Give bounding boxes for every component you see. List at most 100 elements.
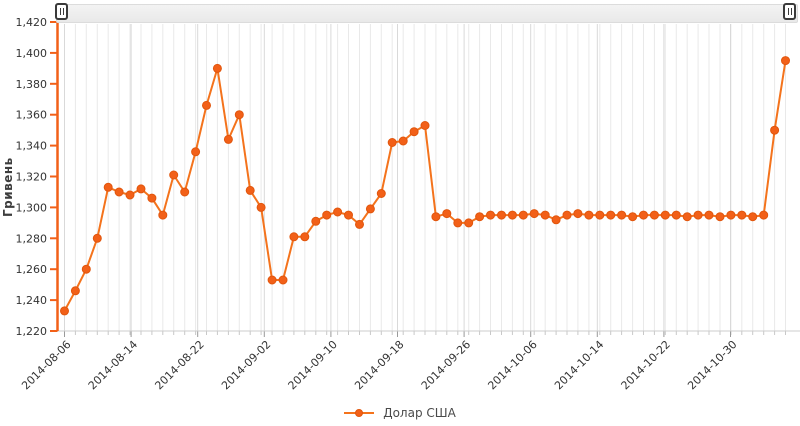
data-point[interactable] [180, 187, 190, 197]
x-tick-label: 2014-09-10 [286, 338, 340, 392]
data-point[interactable] [475, 212, 485, 222]
data-point[interactable] [278, 275, 288, 285]
data-point[interactable] [781, 56, 790, 66]
data-point[interactable] [595, 210, 605, 220]
data-point[interactable] [617, 210, 627, 220]
legend-item[interactable]: Долар США [0, 402, 800, 424]
data-point[interactable] [486, 210, 495, 220]
y-tick-label: 1,320 [16, 171, 48, 184]
x-tick-label: 2014-10-14 [552, 338, 606, 392]
data-point[interactable] [169, 170, 179, 180]
data-point[interactable] [748, 212, 758, 222]
data-point[interactable] [245, 185, 255, 195]
data-point[interactable] [518, 210, 528, 220]
y-tick-label: 1,220 [16, 325, 48, 338]
y-tick-label: 1,260 [16, 263, 48, 276]
y-tick-label: 1,280 [16, 232, 48, 245]
data-point[interactable] [114, 187, 124, 197]
data-point[interactable] [562, 210, 572, 220]
y-tick-label: 1,420 [16, 16, 48, 29]
data-point[interactable] [464, 218, 474, 228]
data-point[interactable] [584, 210, 594, 220]
data-point[interactable] [147, 193, 157, 203]
plot-area: 2014-08-06 2014-08-14 2014-08-22 2014-09-02… [16, 16, 800, 392]
data-point[interactable] [639, 210, 648, 220]
data-point[interactable] [344, 210, 353, 220]
data-point[interactable] [365, 204, 375, 214]
data-point[interactable] [420, 121, 430, 130]
data-point[interactable] [355, 219, 364, 229]
data-point[interactable] [409, 127, 419, 137]
data-point[interactable] [442, 209, 452, 219]
x-tick-label: 2014-09-18 [352, 338, 406, 392]
data-point[interactable] [267, 275, 277, 285]
data-point[interactable] [81, 264, 91, 274]
data-point[interactable] [136, 184, 146, 194]
data-point[interactable] [671, 210, 681, 220]
x-tick-label: 2014-09-26 [419, 338, 473, 392]
data-point[interactable] [223, 134, 233, 144]
y-tick-label: 1,240 [16, 294, 48, 307]
x-tick-label: 2014-10-06 [485, 338, 539, 392]
y-tick-label: 1,360 [16, 109, 48, 122]
data-point[interactable] [60, 306, 69, 316]
range-handle-left[interactable] [55, 3, 68, 20]
data-point[interactable] [70, 286, 80, 296]
data-point[interactable] [759, 210, 769, 220]
data-point[interactable] [289, 232, 299, 242]
data-point[interactable] [431, 212, 441, 222]
x-tick-label: 2014-08-14 [86, 338, 140, 392]
data-point[interactable] [770, 125, 780, 135]
legend-dot-icon [355, 409, 364, 417]
range-selector-track[interactable] [56, 4, 798, 23]
data-point[interactable] [92, 233, 102, 243]
data-point[interactable] [529, 209, 539, 219]
data-point[interactable] [649, 210, 659, 220]
data-point[interactable] [256, 202, 266, 212]
y-tick-label: 1,400 [16, 47, 48, 60]
data-point[interactable] [704, 210, 714, 220]
data-point[interactable] [322, 210, 332, 220]
data-point[interactable] [103, 182, 113, 192]
data-point[interactable] [234, 110, 244, 120]
x-tick-label: 2014-10-30 [685, 338, 739, 392]
data-point[interactable] [212, 63, 222, 73]
data-point[interactable] [158, 210, 168, 220]
data-point[interactable] [300, 232, 310, 242]
y-tick-label: 1,380 [16, 78, 48, 91]
pause-bars-icon [790, 8, 792, 15]
data-point[interactable] [628, 212, 638, 222]
x-tick-label: 2014-10-22 [619, 338, 673, 392]
data-point[interactable] [202, 100, 211, 110]
data-point[interactable] [398, 136, 408, 146]
data-point[interactable] [682, 212, 692, 222]
data-point[interactable] [125, 190, 135, 200]
data-point[interactable] [376, 189, 386, 198]
data-point[interactable] [311, 216, 321, 226]
legend-label: Долар США [383, 406, 456, 420]
data-point[interactable] [693, 210, 703, 220]
data-point[interactable] [715, 212, 725, 222]
legend-line-marker [344, 409, 375, 417]
data-point[interactable] [507, 210, 517, 220]
data-point[interactable] [333, 207, 343, 217]
x-tick-label: 2014-09-02 [219, 338, 273, 392]
data-point[interactable] [726, 210, 736, 220]
y-tick-label: 1,300 [16, 201, 48, 214]
y-tick-label: 1,340 [16, 140, 48, 153]
data-point[interactable] [551, 215, 561, 225]
data-point[interactable] [606, 210, 616, 220]
data-point[interactable] [497, 210, 506, 220]
data-point[interactable] [453, 218, 463, 228]
data-point[interactable] [737, 210, 747, 220]
x-tick-label: 2014-08-06 [19, 338, 73, 392]
range-handle-right[interactable] [783, 3, 796, 20]
pause-bars-icon [59, 8, 61, 15]
y-axis-title: Гривень [1, 157, 15, 217]
data-point[interactable] [191, 147, 201, 157]
data-point[interactable] [387, 138, 397, 147]
data-point[interactable] [540, 210, 550, 220]
data-point[interactable] [573, 209, 583, 219]
data-point[interactable] [660, 210, 670, 220]
